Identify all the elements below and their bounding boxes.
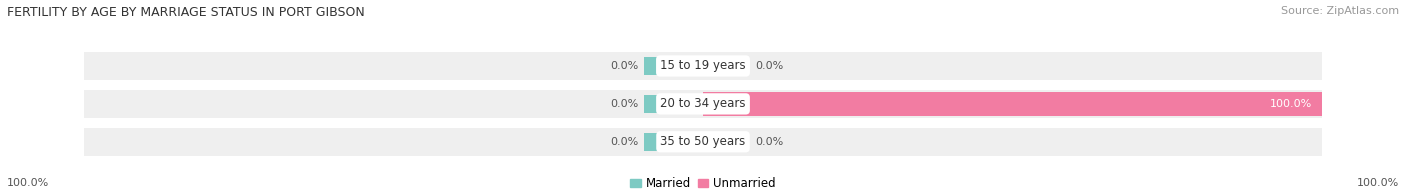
Text: Source: ZipAtlas.com: Source: ZipAtlas.com xyxy=(1281,6,1399,16)
Text: FERTILITY BY AGE BY MARRIAGE STATUS IN PORT GIBSON: FERTILITY BY AGE BY MARRIAGE STATUS IN P… xyxy=(7,6,364,19)
Bar xyxy=(84,90,1322,118)
Text: 20 to 34 years: 20 to 34 years xyxy=(661,97,745,110)
Bar xyxy=(644,95,700,113)
Text: 0.0%: 0.0% xyxy=(610,61,638,71)
Text: 100.0%: 100.0% xyxy=(7,178,49,188)
Bar xyxy=(706,95,749,113)
Text: 0.0%: 0.0% xyxy=(755,137,783,147)
Legend: Married, Unmarried: Married, Unmarried xyxy=(630,177,776,190)
Bar xyxy=(644,57,700,75)
Bar xyxy=(706,133,749,151)
Text: 15 to 19 years: 15 to 19 years xyxy=(661,60,745,73)
Bar xyxy=(644,133,700,151)
Bar xyxy=(703,92,1322,116)
Bar xyxy=(84,128,1322,156)
Text: 0.0%: 0.0% xyxy=(755,61,783,71)
Text: 0.0%: 0.0% xyxy=(610,137,638,147)
Bar xyxy=(84,52,1322,80)
Text: 35 to 50 years: 35 to 50 years xyxy=(661,135,745,148)
Text: 100.0%: 100.0% xyxy=(1357,178,1399,188)
Text: 100.0%: 100.0% xyxy=(1270,99,1312,109)
Text: 0.0%: 0.0% xyxy=(610,99,638,109)
Bar xyxy=(706,57,749,75)
